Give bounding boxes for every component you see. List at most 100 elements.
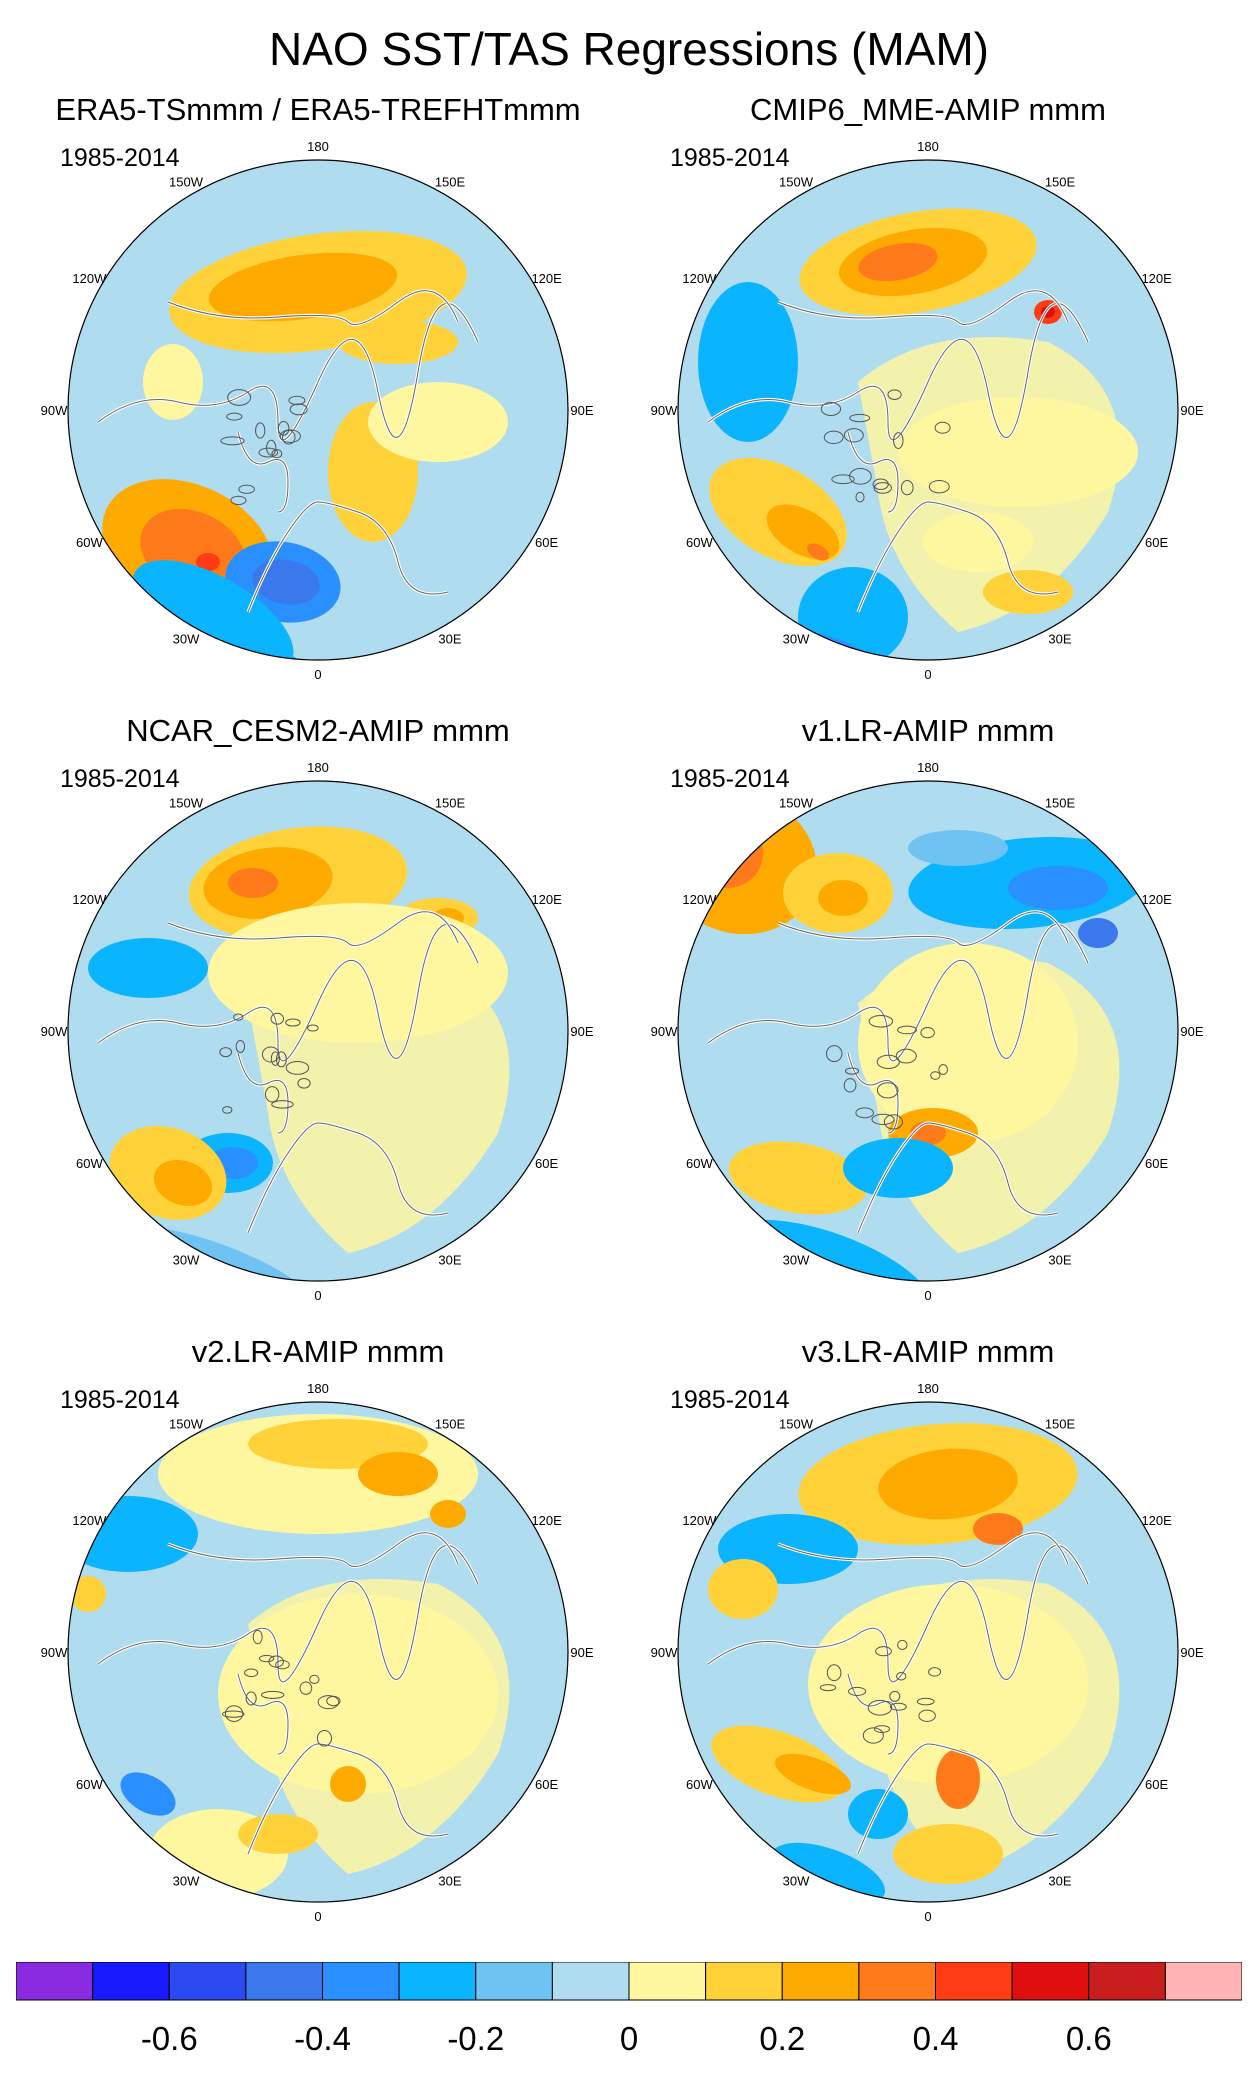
panel-title: v2.LR-AMIP mmm — [191, 1334, 445, 1369]
longitude-label: 180 — [917, 139, 939, 154]
colorbar-swatch — [16, 1962, 94, 2001]
polar-map: 180 150E 120E 90E 60E 30E 0 30W 60W 90W 120W 150W — [651, 1381, 1204, 1924]
contour-blob — [807, 543, 829, 561]
contour-field — [678, 781, 1178, 1281]
colorbar-swatch — [781, 1962, 860, 2001]
contour-blob — [808, 1584, 1088, 1784]
contour-blob — [858, 242, 938, 282]
contour-blob — [1008, 866, 1108, 910]
longitude-label: 120E — [531, 271, 562, 286]
longitude-label: 120W — [72, 1513, 107, 1528]
island-outline — [270, 1012, 285, 1025]
colorbar-tick-label: 0.2 — [759, 2020, 805, 2057]
coastline — [237, 431, 289, 513]
contour-blob — [1078, 918, 1118, 948]
colorbar-swatch — [551, 1962, 630, 2001]
longitude-label: 150E — [1045, 1416, 1076, 1431]
panel-title: NCAR_CESM2-AMIP mmm — [126, 713, 510, 748]
contour-blob — [430, 1500, 466, 1528]
longitude-label: 90E — [1180, 1645, 1203, 1660]
island-outline — [233, 1013, 244, 1021]
polar-map: 180 150E 120E 90E 60E 30E 0 30W 60W 90W 120W 150W — [41, 760, 594, 1303]
panel-title: v3.LR-AMIP mmm — [801, 1334, 1055, 1369]
contour-blob — [848, 1789, 908, 1839]
island-outline — [258, 1654, 275, 1663]
contour-blob — [936, 1749, 980, 1809]
colorbar: -0.6 -0.4 -0.2 0 0.2 0.4 0.6 — [16, 1962, 1242, 2057]
longitude-label: 90W — [41, 1645, 68, 1660]
island-outline — [916, 1697, 935, 1706]
island-outline — [920, 1027, 935, 1039]
island-outline — [843, 428, 864, 443]
contour-blob — [320, 255, 376, 279]
panel-title: v1.LR-AMIP mmm — [801, 713, 1055, 748]
island-outline — [255, 422, 266, 439]
polar-map: 180 150E 120E 90E 60E 30E 0 30W 60W 90W 120W 150W — [651, 139, 1204, 682]
island-outline — [275, 1051, 287, 1068]
longitude-label: 180 — [917, 1381, 939, 1396]
panel-title: CMIP6_MME-AMIP mmm — [750, 92, 1106, 127]
contour-blob — [858, 943, 1078, 1143]
island-outline — [245, 1691, 257, 1706]
longitude-label: 90W — [651, 403, 678, 418]
longitude-label: 150W — [169, 795, 204, 810]
longitude-label: 120E — [1141, 1513, 1172, 1528]
contour-blob — [775, 1753, 851, 1795]
coastline — [777, 1532, 1069, 1567]
longitude-label: 150W — [779, 174, 814, 189]
coastline — [847, 1052, 899, 1134]
island-outline — [264, 1086, 280, 1103]
colorbar-tick-label: -0.6 — [141, 2020, 198, 2057]
map-panel-cmip6: 180 150E 120E 90E 60E 30E 0 30W 60W 90W 120W 150W C… — [628, 92, 1228, 712]
contour-blob — [818, 880, 868, 916]
contour-blob — [368, 382, 508, 462]
longitude-label: 30E — [1048, 1874, 1071, 1889]
colorbar-swatch — [92, 1962, 170, 2001]
longitude-label: 120W — [72, 271, 107, 286]
island-outline — [893, 432, 904, 449]
longitude-label: 90E — [1180, 1024, 1203, 1039]
contour-blob — [238, 1814, 318, 1854]
island-outline — [299, 1681, 313, 1695]
longitude-label: 120E — [531, 892, 562, 907]
panel-period: 1985-2014 — [670, 1386, 790, 1414]
island-outline — [868, 1015, 894, 1028]
island-outline — [896, 1672, 907, 1681]
contour-blob — [728, 1141, 868, 1215]
island-outline — [222, 1106, 233, 1114]
longitude-label: 90W — [41, 403, 68, 418]
longitude-label: 30E — [1048, 632, 1071, 647]
contour-blob — [908, 830, 1008, 866]
map-panel-era5: 180 150E 120E 90E 60E 30E 0 30W 60W 90W 120W 150W E… — [18, 92, 618, 712]
colorbar-swatch — [628, 1962, 707, 2001]
map-boundary — [677, 159, 1179, 661]
colorbar-tick-label: -0.2 — [447, 2020, 504, 2057]
longitude-label: 90E — [1180, 403, 1203, 418]
island-outline — [819, 1684, 837, 1692]
contour-blob — [898, 397, 1138, 507]
longitude-label: 120E — [531, 1513, 562, 1528]
longitude-label: 150E — [1045, 795, 1076, 810]
longitude-label: 30W — [783, 632, 810, 647]
contour-field — [68, 781, 568, 1281]
longitude-label: 60W — [76, 1156, 103, 1171]
island-outline — [825, 1045, 843, 1063]
coastline — [707, 302, 1089, 441]
coastline — [847, 431, 899, 513]
longitude-label: 60W — [76, 535, 103, 550]
longitude-label: 150E — [435, 795, 466, 810]
island-outline — [279, 429, 301, 443]
colorbar-swatch — [245, 1962, 323, 2001]
longitude-label: 120W — [72, 892, 107, 907]
panel-period: 1985-2014 — [670, 144, 790, 172]
island-outline — [224, 1705, 244, 1722]
colorbar-swatch — [858, 1962, 936, 2001]
longitude-label: 30E — [438, 632, 461, 647]
colorbar-tick-label: 0 — [620, 2020, 638, 2057]
longitude-label: 60W — [686, 535, 713, 550]
island-outline — [271, 448, 283, 459]
island-outline — [930, 1071, 941, 1080]
island-outline — [938, 1064, 948, 1076]
coastline — [97, 302, 479, 441]
colorbar-swatch — [168, 1962, 247, 2001]
